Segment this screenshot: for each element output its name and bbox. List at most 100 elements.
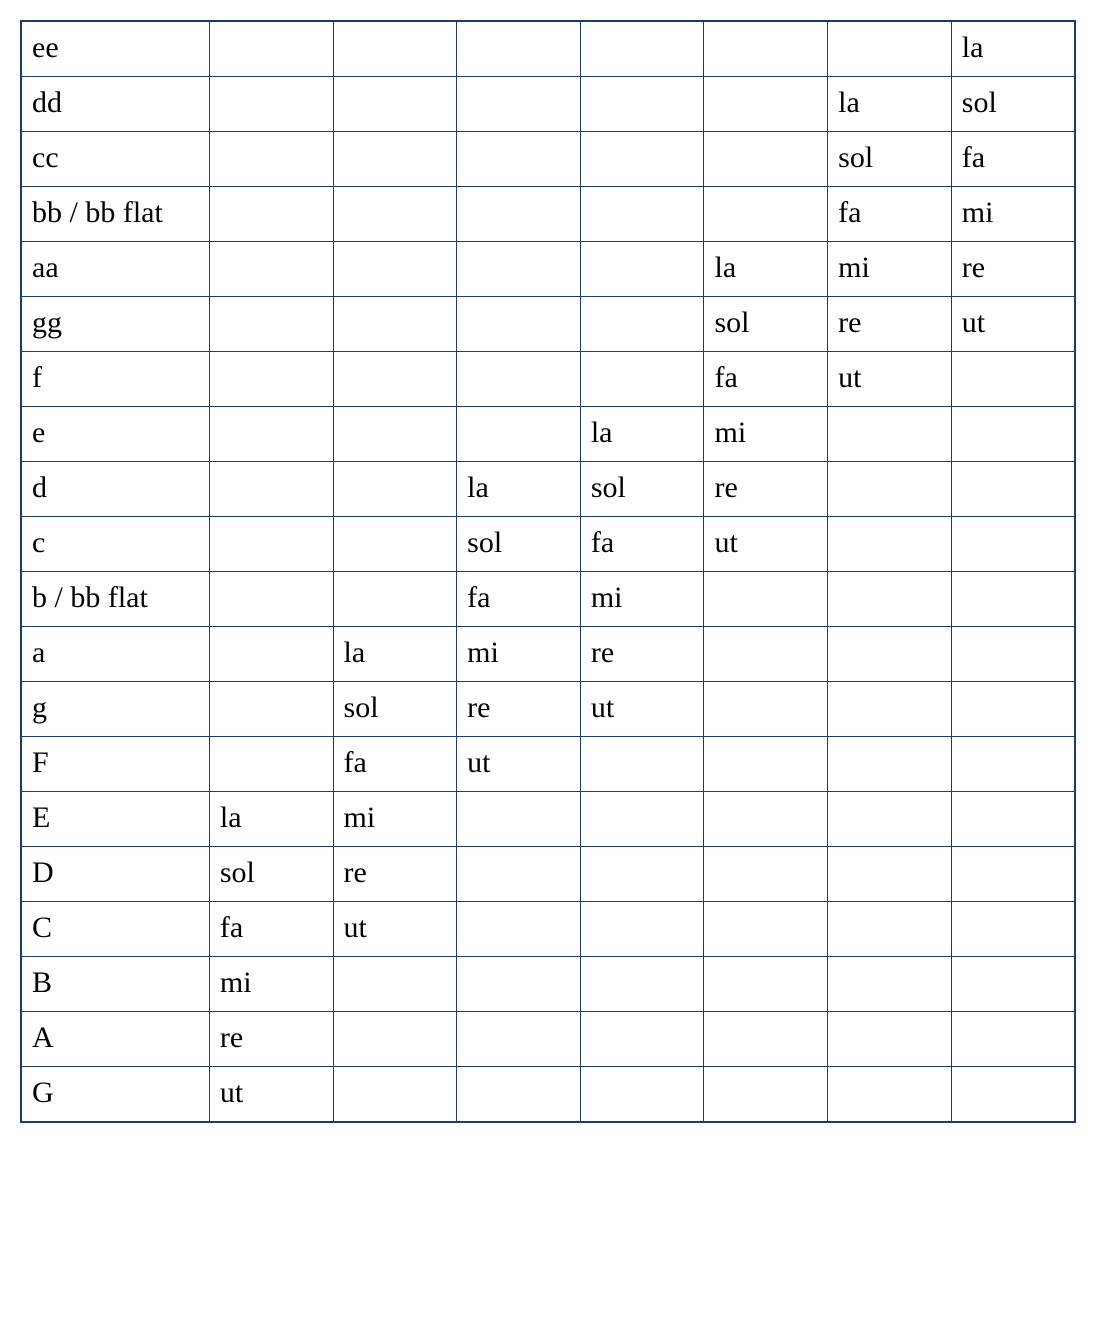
syllable-cell xyxy=(457,957,581,1012)
syllable-cell xyxy=(209,737,333,792)
syllable-cell xyxy=(704,77,828,132)
syllable-cell xyxy=(951,1067,1075,1123)
syllable-cell xyxy=(209,21,333,77)
syllable-cell xyxy=(951,847,1075,902)
pitch-label-cell: e xyxy=(21,407,209,462)
syllable-cell xyxy=(580,957,704,1012)
table-row: ccsolfa xyxy=(21,132,1075,187)
pitch-label-cell: B xyxy=(21,957,209,1012)
syllable-cell xyxy=(951,572,1075,627)
pitch-label-cell: g xyxy=(21,682,209,737)
table-row: eela xyxy=(21,21,1075,77)
syllable-cell xyxy=(333,517,457,572)
syllable-cell xyxy=(828,1012,952,1067)
syllable-cell xyxy=(333,1012,457,1067)
syllable-cell: fa xyxy=(333,737,457,792)
table-row: Cfaut xyxy=(21,902,1075,957)
syllable-cell xyxy=(704,1012,828,1067)
table-row: Dsolre xyxy=(21,847,1075,902)
syllable-cell xyxy=(457,792,581,847)
syllable-cell xyxy=(209,352,333,407)
syllable-cell: sol xyxy=(828,132,952,187)
syllable-cell xyxy=(951,1012,1075,1067)
table-row: bb / bb flatfami xyxy=(21,187,1075,242)
syllable-cell: fa xyxy=(580,517,704,572)
syllable-cell xyxy=(828,902,952,957)
syllable-cell xyxy=(704,792,828,847)
syllable-cell xyxy=(457,1012,581,1067)
pitch-label-cell: A xyxy=(21,1012,209,1067)
syllable-cell xyxy=(828,21,952,77)
syllable-cell xyxy=(333,242,457,297)
syllable-cell: la xyxy=(828,77,952,132)
syllable-cell xyxy=(580,242,704,297)
syllable-cell xyxy=(209,462,333,517)
syllable-cell: mi xyxy=(457,627,581,682)
syllable-cell: ut xyxy=(209,1067,333,1123)
syllable-cell xyxy=(704,902,828,957)
syllable-cell: ut xyxy=(704,517,828,572)
syllable-cell xyxy=(704,132,828,187)
syllable-cell: sol xyxy=(209,847,333,902)
syllable-cell xyxy=(580,1012,704,1067)
gamut-table-container: eeladdlasolccsolfabb / bb flatfamiaalami… xyxy=(20,20,1076,1123)
syllable-cell xyxy=(333,572,457,627)
syllable-cell xyxy=(704,572,828,627)
syllable-cell xyxy=(704,682,828,737)
pitch-label-cell: f xyxy=(21,352,209,407)
table-row: csolfaut xyxy=(21,517,1075,572)
syllable-cell xyxy=(704,187,828,242)
syllable-cell xyxy=(828,462,952,517)
table-row: gg solreut xyxy=(21,297,1075,352)
syllable-cell: sol xyxy=(457,517,581,572)
table-row: Gut xyxy=(21,1067,1075,1123)
syllable-cell xyxy=(951,352,1075,407)
syllable-cell xyxy=(828,407,952,462)
syllable-cell: la xyxy=(209,792,333,847)
syllable-cell xyxy=(580,187,704,242)
syllable-cell xyxy=(580,847,704,902)
syllable-cell: re xyxy=(704,462,828,517)
syllable-cell xyxy=(333,77,457,132)
syllable-cell xyxy=(704,21,828,77)
syllable-cell xyxy=(951,792,1075,847)
syllable-cell xyxy=(209,572,333,627)
syllable-cell xyxy=(828,847,952,902)
pitch-label-cell: gg xyxy=(21,297,209,352)
syllable-cell xyxy=(704,957,828,1012)
syllable-cell: re xyxy=(828,297,952,352)
table-row: dd lasol xyxy=(21,77,1075,132)
syllable-cell: fa xyxy=(951,132,1075,187)
pitch-label-cell: bb / bb flat xyxy=(21,187,209,242)
pitch-label-cell: C xyxy=(21,902,209,957)
syllable-cell xyxy=(580,132,704,187)
syllable-cell xyxy=(951,627,1075,682)
syllable-cell: ut xyxy=(951,297,1075,352)
syllable-cell xyxy=(333,187,457,242)
syllable-cell: la xyxy=(333,627,457,682)
syllable-cell xyxy=(457,132,581,187)
syllable-cell xyxy=(580,297,704,352)
pitch-label-cell: E xyxy=(21,792,209,847)
syllable-cell: sol xyxy=(704,297,828,352)
syllable-cell: sol xyxy=(333,682,457,737)
syllable-cell: mi xyxy=(951,187,1075,242)
syllable-cell: ut xyxy=(580,682,704,737)
gamut-table-body: eeladdlasolccsolfabb / bb flatfamiaalami… xyxy=(21,21,1075,1122)
syllable-cell: mi xyxy=(209,957,333,1012)
syllable-cell xyxy=(951,737,1075,792)
syllable-cell: fa xyxy=(704,352,828,407)
syllable-cell: re xyxy=(333,847,457,902)
syllable-cell: fa xyxy=(209,902,333,957)
syllable-cell xyxy=(951,407,1075,462)
syllable-cell: mi xyxy=(704,407,828,462)
syllable-cell xyxy=(209,517,333,572)
syllable-cell: mi xyxy=(333,792,457,847)
syllable-cell: ut xyxy=(457,737,581,792)
syllable-cell: la xyxy=(457,462,581,517)
syllable-cell xyxy=(209,242,333,297)
table-row: ffaut xyxy=(21,352,1075,407)
syllable-cell: re xyxy=(580,627,704,682)
syllable-cell: sol xyxy=(951,77,1075,132)
pitch-label-cell: dd xyxy=(21,77,209,132)
